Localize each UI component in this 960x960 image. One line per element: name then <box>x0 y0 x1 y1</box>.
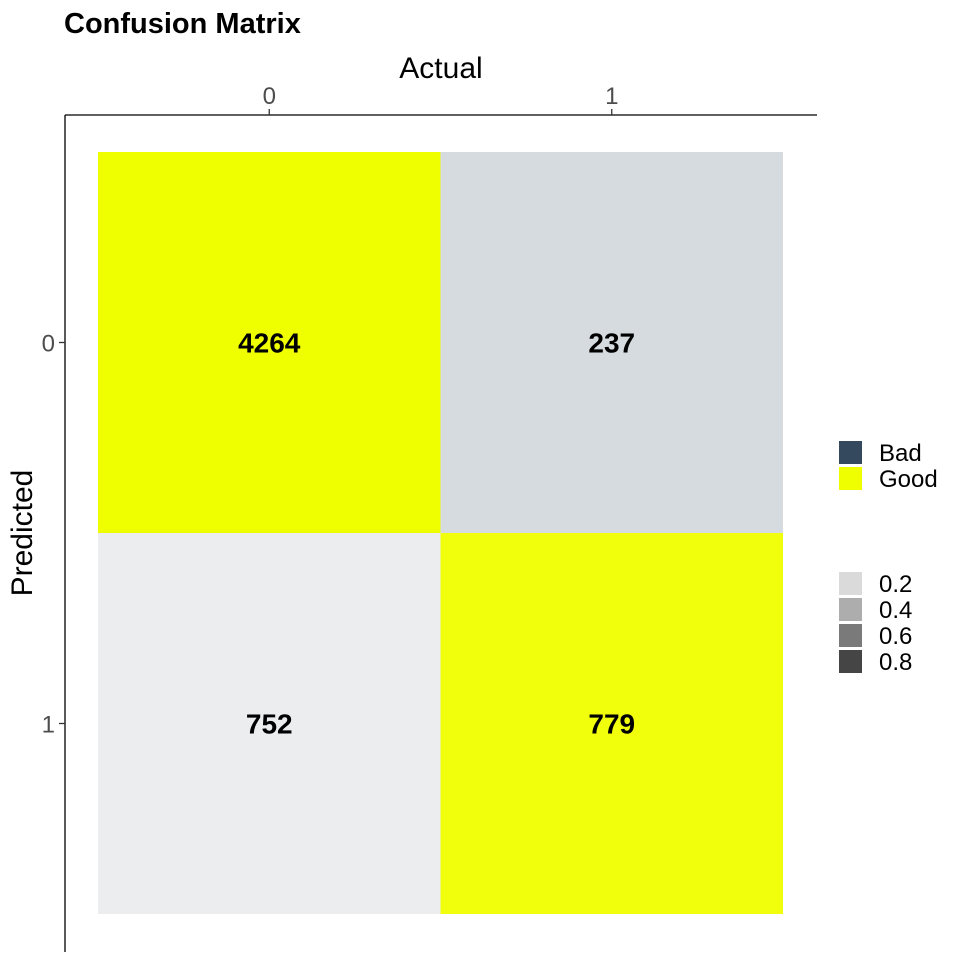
heatmap-cell-pred-1-actual-0 <box>98 533 441 914</box>
cell-value-label: 4264 <box>238 328 301 359</box>
x-tick-label: 0 <box>263 83 276 110</box>
cell-value-label: 237 <box>588 328 635 359</box>
alpha-legend-swatch <box>839 598 862 621</box>
chart-title: Confusion Matrix <box>64 8 301 40</box>
fill-legend-label: Good <box>879 466 938 493</box>
alpha-legend-label: 0.8 <box>879 649 912 676</box>
y-tick-label: 0 <box>42 331 55 358</box>
heatmap-cell-pred-0-actual-1 <box>440 152 783 533</box>
x-axis-title: Actual <box>399 52 482 85</box>
alpha-legend-swatch <box>839 624 862 647</box>
fill-legend-label: Bad <box>879 440 922 467</box>
alpha-legend-swatch <box>839 650 862 673</box>
heatmap-cells: 4264 237 752 779 <box>98 152 783 914</box>
heatmap-cell-pred-1-actual-1 <box>440 533 783 914</box>
fill-legend-swatch <box>839 441 862 464</box>
cell-value-label: 752 <box>246 709 293 740</box>
heatmap-cell-pred-0-actual-0 <box>98 152 441 533</box>
alpha-legend-swatch <box>839 572 862 595</box>
cell-value-label: 779 <box>588 709 635 740</box>
axes: 0 1 0 1 <box>42 83 817 952</box>
alpha-legend-label: 0.6 <box>879 623 912 650</box>
y-tick-label: 1 <box>42 712 55 739</box>
x-tick-label: 1 <box>605 83 618 110</box>
fill-legend-swatch <box>839 467 862 490</box>
alpha-legend-label: 0.4 <box>879 597 912 624</box>
y-axis-title: Predicted <box>6 470 39 597</box>
alpha-legend-label: 0.2 <box>879 571 912 598</box>
